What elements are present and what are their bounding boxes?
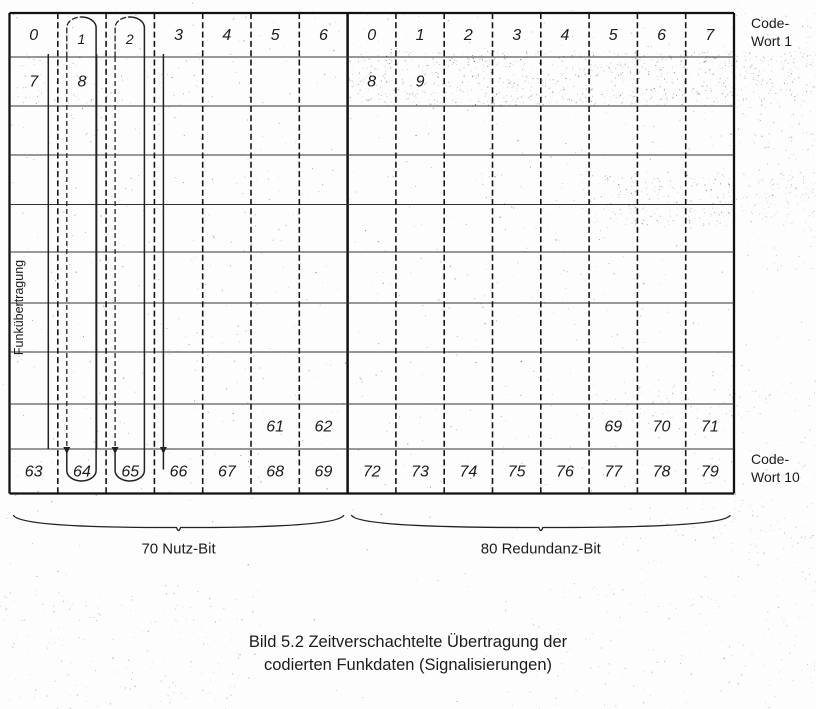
svg-text:76: 76 [556,463,574,480]
svg-text:70 Nutz-Bit: 70 Nutz-Bit [141,541,216,558]
svg-text:79: 79 [701,463,719,480]
svg-text:75: 75 [508,463,526,480]
svg-text:66: 66 [170,463,188,480]
svg-text:3: 3 [512,27,521,44]
svg-text:78: 78 [653,463,671,480]
svg-text:1: 1 [416,27,425,44]
svg-text:codierten Funkdaten (Signalisi: codierten Funkdaten (Signalisierungen) [264,656,552,674]
svg-text:Code-: Code- [751,15,789,31]
svg-text:Wort 1: Wort 1 [751,33,792,49]
svg-text:2: 2 [463,27,473,44]
svg-text:Wort 10: Wort 10 [751,469,800,485]
svg-text:80 Redundanz-Bit: 80 Redundanz-Bit [481,541,602,558]
svg-text:7: 7 [705,27,715,44]
svg-text:73: 73 [411,463,429,480]
svg-text:71: 71 [701,419,719,436]
svg-text:69: 69 [604,419,622,436]
svg-text:62: 62 [315,419,333,436]
svg-text:4: 4 [222,27,231,44]
svg-text:Bild 5.2 Zeitverschachtelte: Bild 5.2 Zeitverschachtelte Übertragung … [249,633,568,651]
svg-text:8: 8 [367,74,376,91]
svg-text:70: 70 [653,419,671,436]
svg-text:63: 63 [25,463,43,480]
svg-text:Code-: Code- [751,451,789,467]
svg-text:9: 9 [416,74,425,91]
svg-text:5: 5 [609,27,618,44]
svg-text:68: 68 [266,463,284,480]
svg-text:61: 61 [266,419,284,436]
svg-text:65: 65 [121,463,139,480]
svg-text:5: 5 [271,27,280,44]
svg-text:69: 69 [315,463,333,480]
svg-text:4: 4 [560,27,569,44]
svg-text:1: 1 [78,31,86,47]
svg-text:6: 6 [657,27,666,44]
svg-text:77: 77 [604,463,623,480]
svg-text:74: 74 [459,463,477,480]
svg-text:64: 64 [73,463,91,480]
svg-text:2: 2 [125,31,134,47]
svg-text:0: 0 [367,27,376,44]
svg-text:72: 72 [363,463,381,480]
svg-text:0: 0 [29,27,38,44]
svg-text:Funkübertragung: Funkübertragung [12,260,26,355]
svg-text:6: 6 [319,27,328,44]
svg-text:8: 8 [77,74,86,91]
svg-text:3: 3 [174,27,183,44]
svg-text:7: 7 [29,74,39,91]
svg-text:67: 67 [218,463,237,480]
